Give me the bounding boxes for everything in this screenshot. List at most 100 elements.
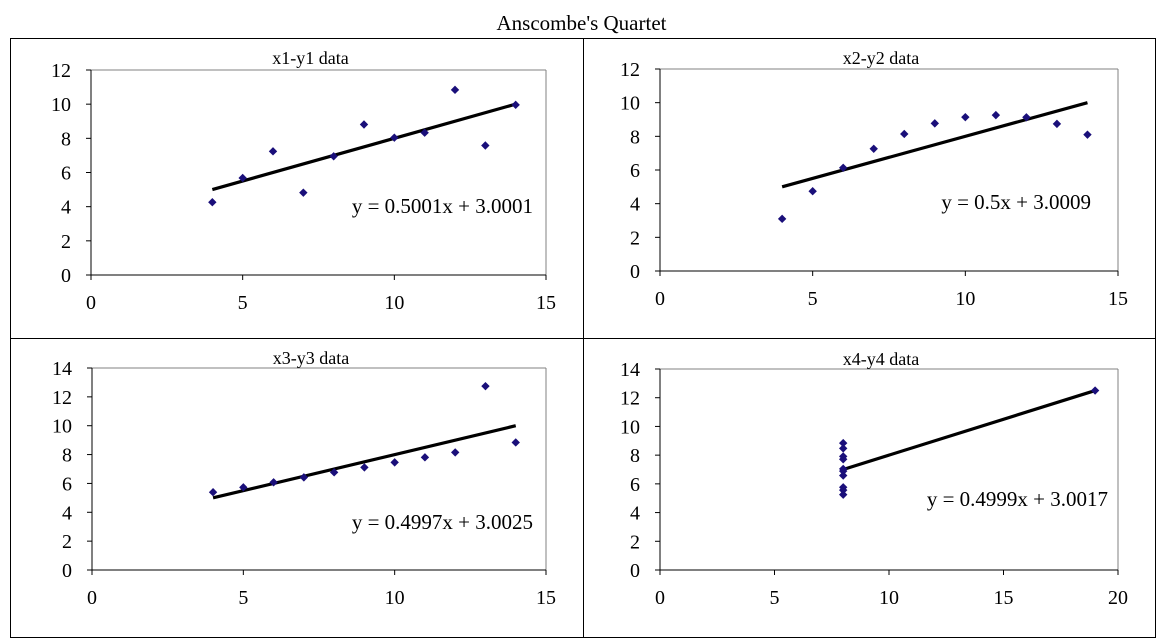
y-tick-label: 8 — [630, 445, 640, 467]
x-tick-label: 5 — [238, 587, 248, 609]
x-tick-label: 20 — [1108, 587, 1128, 609]
data-point — [839, 485, 848, 495]
x-tick-label: 10 — [879, 587, 899, 609]
x-tick-label: 15 — [536, 587, 556, 609]
trendline — [842, 389, 1096, 472]
y-tick-label: 0 — [61, 265, 71, 287]
chart-panel-4: 0 2 4 6 8 10 12 14 0 5 10 15 20 x4-y4 data y = 0.4999x… — [620, 349, 1128, 609]
x-tick-label: 5 — [238, 292, 248, 314]
y-tick-label: 0 — [630, 261, 640, 283]
x-tick-label: 10 — [384, 292, 404, 314]
data-point — [839, 438, 848, 448]
x-tick-label: 0 — [655, 587, 665, 609]
y-tick-label: 2 — [630, 531, 640, 553]
y-tick-label: 0 — [630, 560, 640, 582]
chart-title: x1-y1 data — [272, 48, 348, 68]
data-point — [450, 85, 460, 95]
trendline — [212, 424, 517, 500]
data-point — [451, 448, 460, 457]
data-point — [839, 452, 848, 461]
data-point — [961, 112, 970, 122]
y-tick-label: 12 — [620, 388, 640, 410]
trendline — [781, 101, 1088, 189]
y-tick-label: 10 — [620, 416, 640, 438]
panel-divider-horizontal — [10, 338, 1156, 339]
data-point — [390, 458, 399, 467]
y-tick-label: 4 — [630, 503, 640, 525]
data-point — [359, 120, 369, 129]
y-tick-label: 14 — [620, 359, 640, 381]
x-tick-label: 10 — [385, 587, 405, 609]
x-tick-label: 0 — [87, 587, 97, 609]
y-tick-label: 6 — [630, 160, 640, 182]
y-tick-label: 2 — [630, 227, 640, 249]
data-point — [1052, 119, 1062, 129]
data-point — [268, 147, 278, 156]
x-tick-label: 15 — [994, 587, 1014, 609]
x-tick-label: 0 — [655, 288, 665, 310]
y-tick-label: 10 — [51, 94, 71, 116]
data-point — [1022, 113, 1031, 122]
y-tick-label: 14 — [52, 358, 72, 380]
data-point — [390, 133, 399, 142]
data-point — [930, 119, 939, 128]
x-tick-label: 10 — [955, 288, 975, 310]
data-point — [1090, 386, 1100, 395]
y-tick-label: 4 — [62, 502, 72, 524]
y-tick-label: 12 — [51, 60, 71, 82]
y-tick-label: 2 — [62, 531, 72, 553]
chart-panel-1: 0 2 4 6 8 10 12 0 5 10 15 x1-y1 data y = 0.5001x + 3… — [51, 48, 556, 314]
data-point — [420, 453, 430, 462]
y-tick-label: 10 — [620, 93, 640, 115]
data-point — [511, 100, 520, 110]
y-tick-label: 6 — [61, 163, 71, 185]
y-tick-label: 2 — [61, 231, 71, 253]
data-point — [869, 144, 878, 153]
data-point — [299, 473, 309, 482]
data-point — [208, 488, 218, 497]
y-tick-label: 0 — [62, 560, 72, 582]
data-point — [239, 483, 248, 492]
x-tick-label: 15 — [1108, 288, 1128, 310]
data-point — [208, 198, 217, 207]
data-point — [481, 381, 490, 391]
y-tick-label: 8 — [630, 126, 640, 148]
data-point — [481, 141, 490, 150]
data-point — [839, 471, 848, 480]
trendline-equation: y = 0.5x + 3.0009 — [941, 190, 1091, 214]
data-point — [511, 438, 520, 447]
y-tick-label: 10 — [52, 416, 72, 438]
data-point — [269, 478, 278, 487]
y-tick-label: 6 — [62, 473, 72, 495]
x-tick-label: 5 — [808, 288, 818, 310]
chart-panel-3: 0 2 4 6 8 10 12 14 0 5 10 15 x3-y3 data y = 0.4997x +… — [52, 348, 556, 609]
data-point — [299, 188, 308, 197]
data-point — [808, 187, 817, 196]
data-point — [991, 110, 1001, 120]
data-point — [329, 468, 339, 477]
x-tick-label: 0 — [86, 292, 96, 314]
x-tick-label: 5 — [770, 587, 780, 609]
y-tick-label: 8 — [62, 445, 72, 467]
chart-title: x4-y4 data — [843, 349, 919, 369]
data-point — [839, 466, 848, 476]
data-point — [839, 163, 848, 173]
chart-title: x2-y2 data — [843, 48, 919, 68]
trendline-equation: y = 0.4999x + 3.0017 — [927, 487, 1108, 511]
y-tick-label: 8 — [61, 128, 71, 150]
trendline-equation: y = 0.4997x + 3.0025 — [352, 510, 533, 534]
data-point — [900, 129, 909, 139]
data-point — [360, 463, 369, 472]
trendline-equation: y = 0.5001x + 3.0001 — [352, 194, 533, 218]
data-point — [329, 152, 338, 161]
data-point — [777, 214, 787, 224]
data-point — [1083, 130, 1092, 139]
data-point — [238, 173, 247, 183]
y-tick-label: 4 — [630, 194, 640, 216]
chart-title: x3-y3 data — [273, 348, 349, 368]
data-point — [420, 128, 429, 137]
chart-panel-2: 0 2 4 6 8 10 12 0 5 10 15 x2-y2 data y = 0.5x + 3.00… — [620, 48, 1128, 310]
trendline — [211, 102, 517, 192]
y-tick-label: 4 — [61, 197, 71, 219]
